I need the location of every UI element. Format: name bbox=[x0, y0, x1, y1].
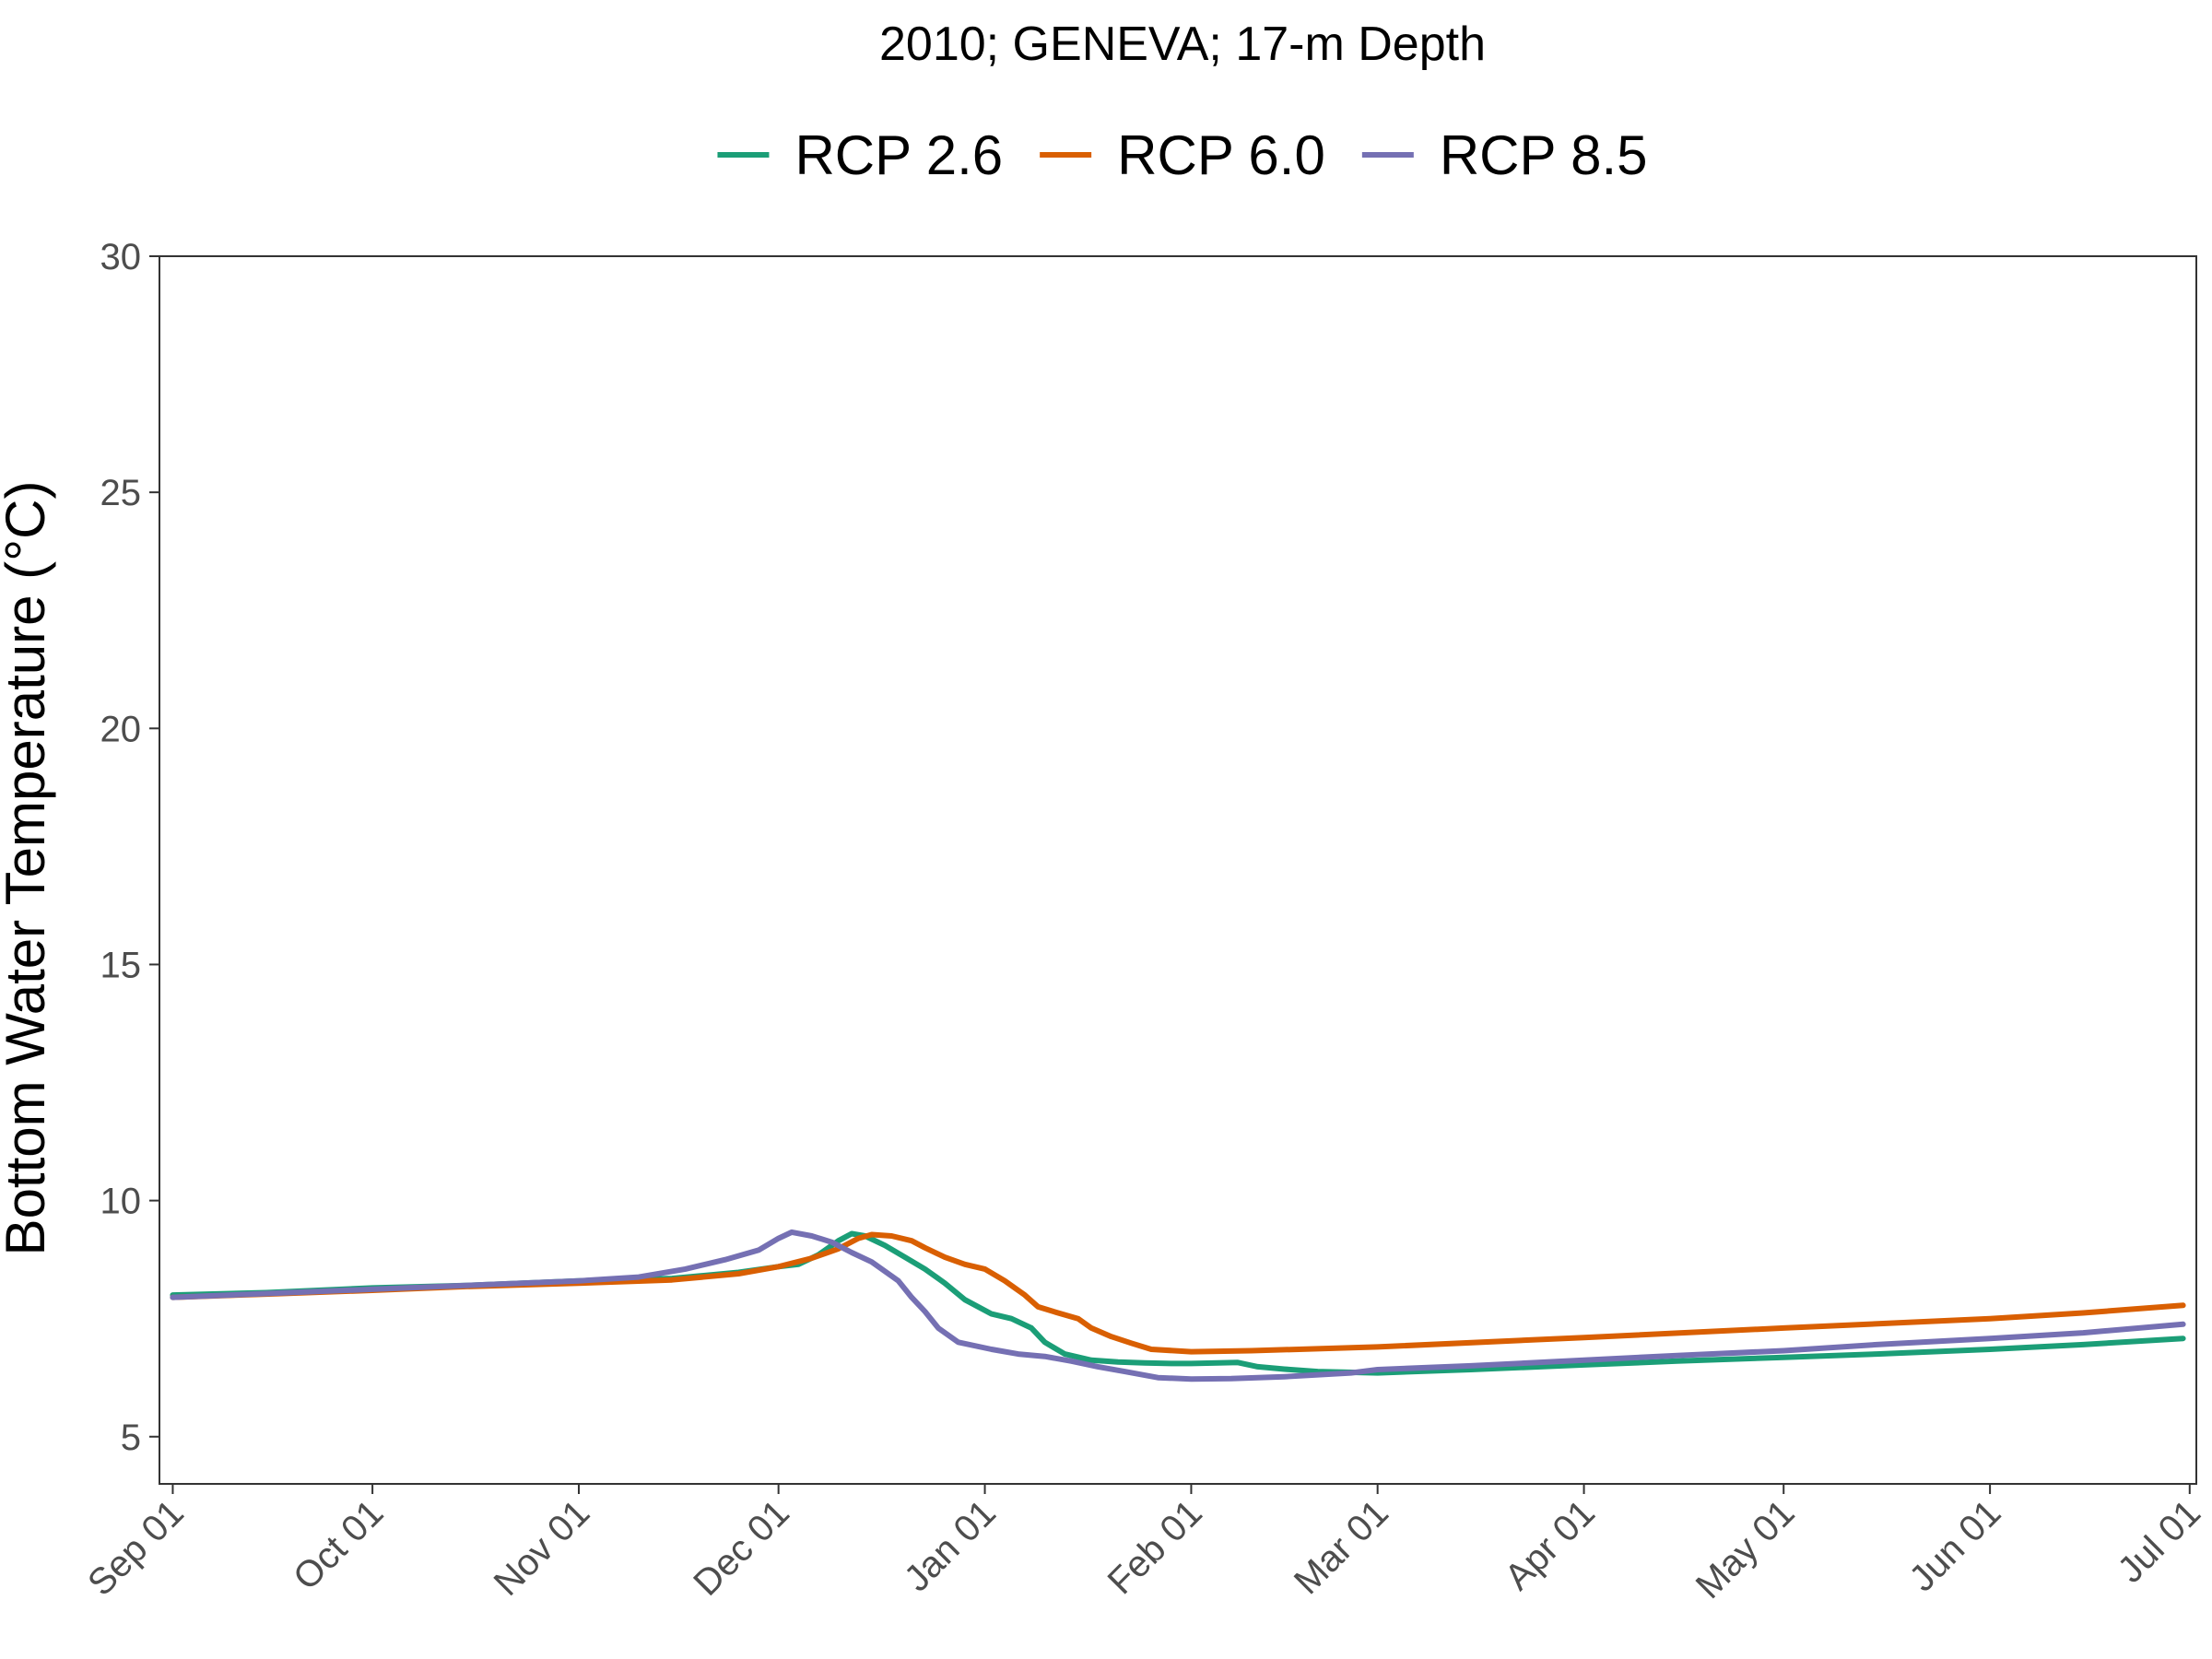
series-line-rcp-8-5 bbox=[170, 1229, 2186, 1382]
y-tick-label: 5 bbox=[121, 1418, 141, 1458]
y-tick-label: 25 bbox=[100, 473, 142, 513]
legend-label-rcp-8-5: RCP 8.5 bbox=[1440, 124, 1648, 186]
chart-title: 2010; GENEVA; 17-m Depth bbox=[879, 18, 1486, 71]
x-tick-label: Nov 01 bbox=[487, 1492, 598, 1604]
y-axis-title: Bottom Water Temperature (°C) bbox=[0, 481, 56, 1256]
x-tick-label: Apr 01 bbox=[1497, 1492, 1602, 1597]
x-axis: Sep 01 Oct 01 Nov 01 Dec 01 Jan 01 Feb 01 Mar … bbox=[80, 1484, 2208, 1606]
x-tick-label: Dec 01 bbox=[686, 1492, 797, 1604]
legend: RCP 2.6 RCP 6.0 RCP 8.5 bbox=[717, 124, 1648, 186]
y-tick-label: 20 bbox=[100, 709, 142, 749]
y-tick-label: 10 bbox=[100, 1182, 142, 1222]
x-tick-label: Jul 01 bbox=[2111, 1492, 2209, 1591]
x-tick-label: Oct 01 bbox=[286, 1492, 391, 1597]
y-axis: 5 10 15 20 25 30 bbox=[100, 237, 159, 1458]
x-tick-label: Sep 01 bbox=[80, 1492, 192, 1604]
x-tick-label: Mar 01 bbox=[1287, 1492, 1396, 1602]
series-layer bbox=[170, 1229, 2186, 1382]
y-tick-label: 15 bbox=[100, 945, 142, 985]
x-tick-label: Jun 01 bbox=[1901, 1492, 2008, 1599]
x-tick-label: Jan 01 bbox=[897, 1492, 1004, 1599]
legend-label-rcp-2-6: RCP 2.6 bbox=[794, 124, 1003, 186]
y-tick-label: 30 bbox=[100, 237, 142, 277]
plot-panel bbox=[159, 255, 2197, 1485]
legend-label-rcp-6-0: RCP 6.0 bbox=[1117, 124, 1325, 186]
x-tick-label: Feb 01 bbox=[1100, 1492, 1210, 1602]
x-tick-label: May 01 bbox=[1688, 1492, 1803, 1606]
series-line-rcp-6-0 bbox=[170, 1231, 2186, 1355]
